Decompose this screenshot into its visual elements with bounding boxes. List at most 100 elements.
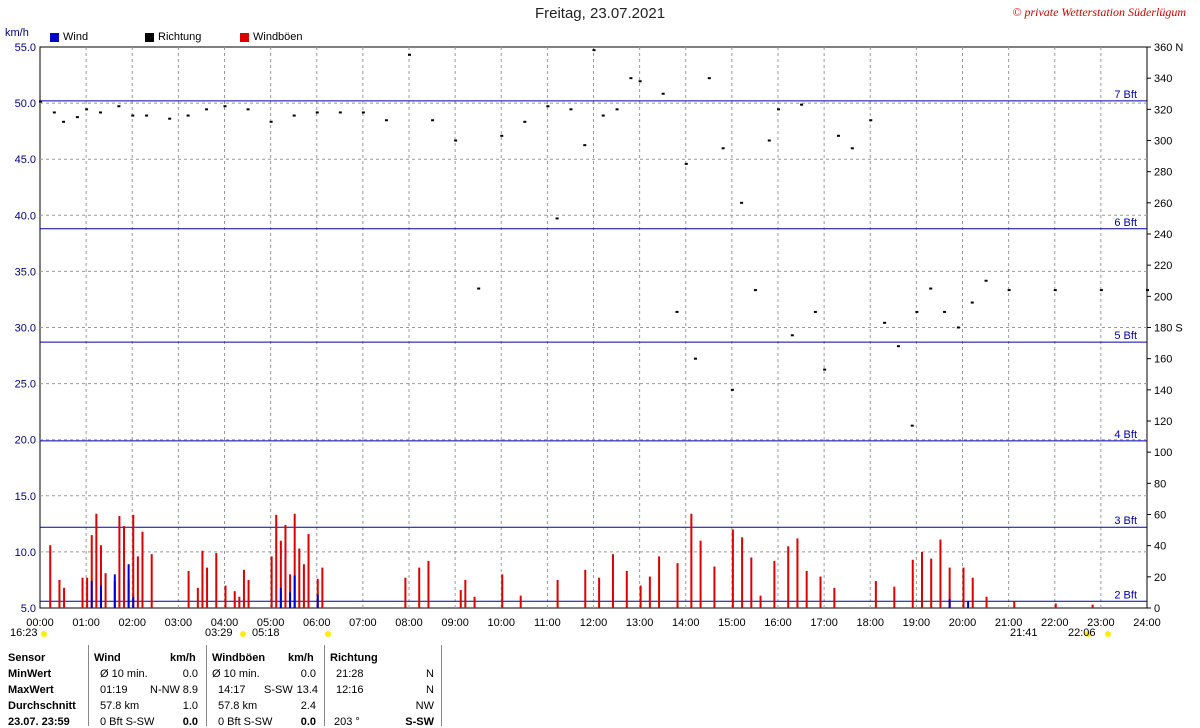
gust-bar bbox=[404, 577, 407, 608]
direction-point bbox=[39, 100, 42, 103]
direction-point bbox=[684, 162, 688, 165]
wind-bar bbox=[289, 592, 292, 608]
direction-point bbox=[790, 334, 794, 337]
gust-bar bbox=[773, 560, 776, 608]
x-tick-label: 03:00 bbox=[165, 617, 193, 629]
gust-bar bbox=[962, 567, 965, 608]
y-right-tick-label: 160 bbox=[1154, 354, 1172, 366]
direction-point bbox=[777, 108, 780, 111]
sunset-label: 21:41 bbox=[1010, 627, 1038, 639]
legend-direction-label: Richtung bbox=[158, 31, 202, 43]
beaufort-label: 5 Bft bbox=[1114, 330, 1137, 342]
direction-point bbox=[1007, 289, 1011, 292]
x-tick-label: 02:00 bbox=[118, 617, 146, 629]
direction-point bbox=[910, 424, 914, 427]
gust-bar bbox=[275, 514, 278, 608]
direction-point bbox=[721, 147, 725, 150]
gust-bar bbox=[242, 569, 245, 608]
y-left-tick-label: 25.0 bbox=[15, 379, 36, 391]
gust-bar bbox=[141, 531, 144, 608]
direction-point bbox=[767, 139, 771, 142]
row-avg-gust-value: 2.4 bbox=[300, 700, 316, 712]
gust-bar bbox=[58, 579, 61, 608]
wind-bar bbox=[967, 601, 970, 608]
x-tick-label: 12:00 bbox=[580, 617, 608, 629]
gust-bar bbox=[90, 535, 93, 608]
y-left-tick-label: 55.0 bbox=[15, 42, 36, 54]
gust-bar bbox=[796, 538, 799, 608]
row-current-wind-label: 0 Bft S-SW bbox=[100, 716, 155, 728]
gust-bar bbox=[86, 577, 89, 608]
gust-bar bbox=[731, 529, 734, 608]
direction-point bbox=[813, 310, 817, 313]
direction-point bbox=[555, 217, 559, 220]
beaufort-label: 7 Bft bbox=[1114, 89, 1137, 101]
direction-point bbox=[361, 111, 365, 114]
gust-bar bbox=[49, 545, 52, 608]
gust-bar bbox=[99, 545, 102, 608]
gust-bar bbox=[741, 537, 744, 608]
gust-bar bbox=[459, 590, 462, 608]
header-gusts: Windböen bbox=[212, 652, 266, 664]
gust-bar bbox=[224, 585, 227, 608]
direction-point bbox=[546, 105, 550, 108]
y-right-tick-label: 0 bbox=[1154, 603, 1160, 615]
row-max-gust-direction: S-SW bbox=[264, 684, 293, 696]
gust-bar bbox=[104, 573, 107, 608]
row-min-wind-label: Ø 10 min. bbox=[100, 668, 148, 680]
direction-point bbox=[186, 114, 190, 117]
direction-point bbox=[477, 287, 481, 290]
direction-point bbox=[145, 114, 149, 117]
gust-bar bbox=[136, 556, 139, 608]
y-left-tick-label: 5.0 bbox=[21, 603, 36, 615]
direction-point bbox=[246, 108, 250, 111]
y-left-tick-label: 20.0 bbox=[15, 435, 36, 447]
direction-point bbox=[338, 111, 342, 114]
direction-point bbox=[569, 108, 573, 111]
legend-direction: Richtung bbox=[145, 31, 201, 43]
gust-bar bbox=[238, 596, 241, 608]
direction-point bbox=[956, 326, 960, 329]
x-tick-label: 09:00 bbox=[441, 617, 469, 629]
gust-bar bbox=[713, 566, 716, 608]
direction-point bbox=[730, 388, 734, 391]
row-min-wind-value: 0.0 bbox=[182, 668, 198, 680]
row-avg-wind-value: 1.0 bbox=[182, 700, 198, 712]
time-marker-icon bbox=[240, 631, 246, 637]
gust-bar bbox=[833, 587, 836, 608]
y-right-tick-label: 100 bbox=[1154, 447, 1172, 459]
row-avg-sensor: Durchschnitt bbox=[8, 700, 76, 712]
direction-point bbox=[601, 114, 605, 117]
y-right-tick-label: 20 bbox=[1154, 572, 1166, 584]
gust-bar bbox=[279, 540, 282, 608]
direction-point bbox=[523, 120, 527, 123]
x-tick-label: 04:00 bbox=[211, 617, 239, 629]
direction-point bbox=[823, 368, 827, 371]
legend-gusts-label: Windböen bbox=[253, 31, 303, 43]
y-left-tick-label: 45.0 bbox=[15, 154, 36, 166]
gust-bar bbox=[1013, 601, 1016, 608]
direction-point bbox=[431, 119, 435, 122]
gust-bar bbox=[819, 576, 822, 608]
y-left-tick-label: 10.0 bbox=[15, 547, 36, 559]
x-tick-label: 08:00 bbox=[395, 617, 423, 629]
gust-bar bbox=[464, 579, 467, 608]
row-max-sensor: MaxWert bbox=[8, 684, 54, 696]
legend-wind-swatch bbox=[50, 32, 59, 42]
direction-point bbox=[970, 301, 974, 304]
legend-wind: Wind bbox=[50, 31, 88, 43]
direction-point bbox=[693, 357, 697, 360]
x-tick-label: 15:00 bbox=[718, 617, 746, 629]
direction-point bbox=[269, 120, 273, 123]
row-max-direction: N bbox=[426, 684, 434, 696]
beaufort-label: 3 Bft bbox=[1114, 515, 1137, 527]
x-tick-label: 21:00 bbox=[995, 617, 1023, 629]
direction-point bbox=[707, 77, 711, 80]
x-tick-label: 24:00 bbox=[1133, 617, 1161, 629]
direction-point bbox=[500, 134, 504, 137]
direction-point bbox=[52, 111, 56, 114]
header-gusts-unit: km/h bbox=[288, 652, 314, 664]
evening-time-label: 22:06 bbox=[1068, 627, 1096, 639]
x-tick-label: 22:00 bbox=[1041, 617, 1069, 629]
y-left-tick-label: 30.0 bbox=[15, 323, 36, 335]
